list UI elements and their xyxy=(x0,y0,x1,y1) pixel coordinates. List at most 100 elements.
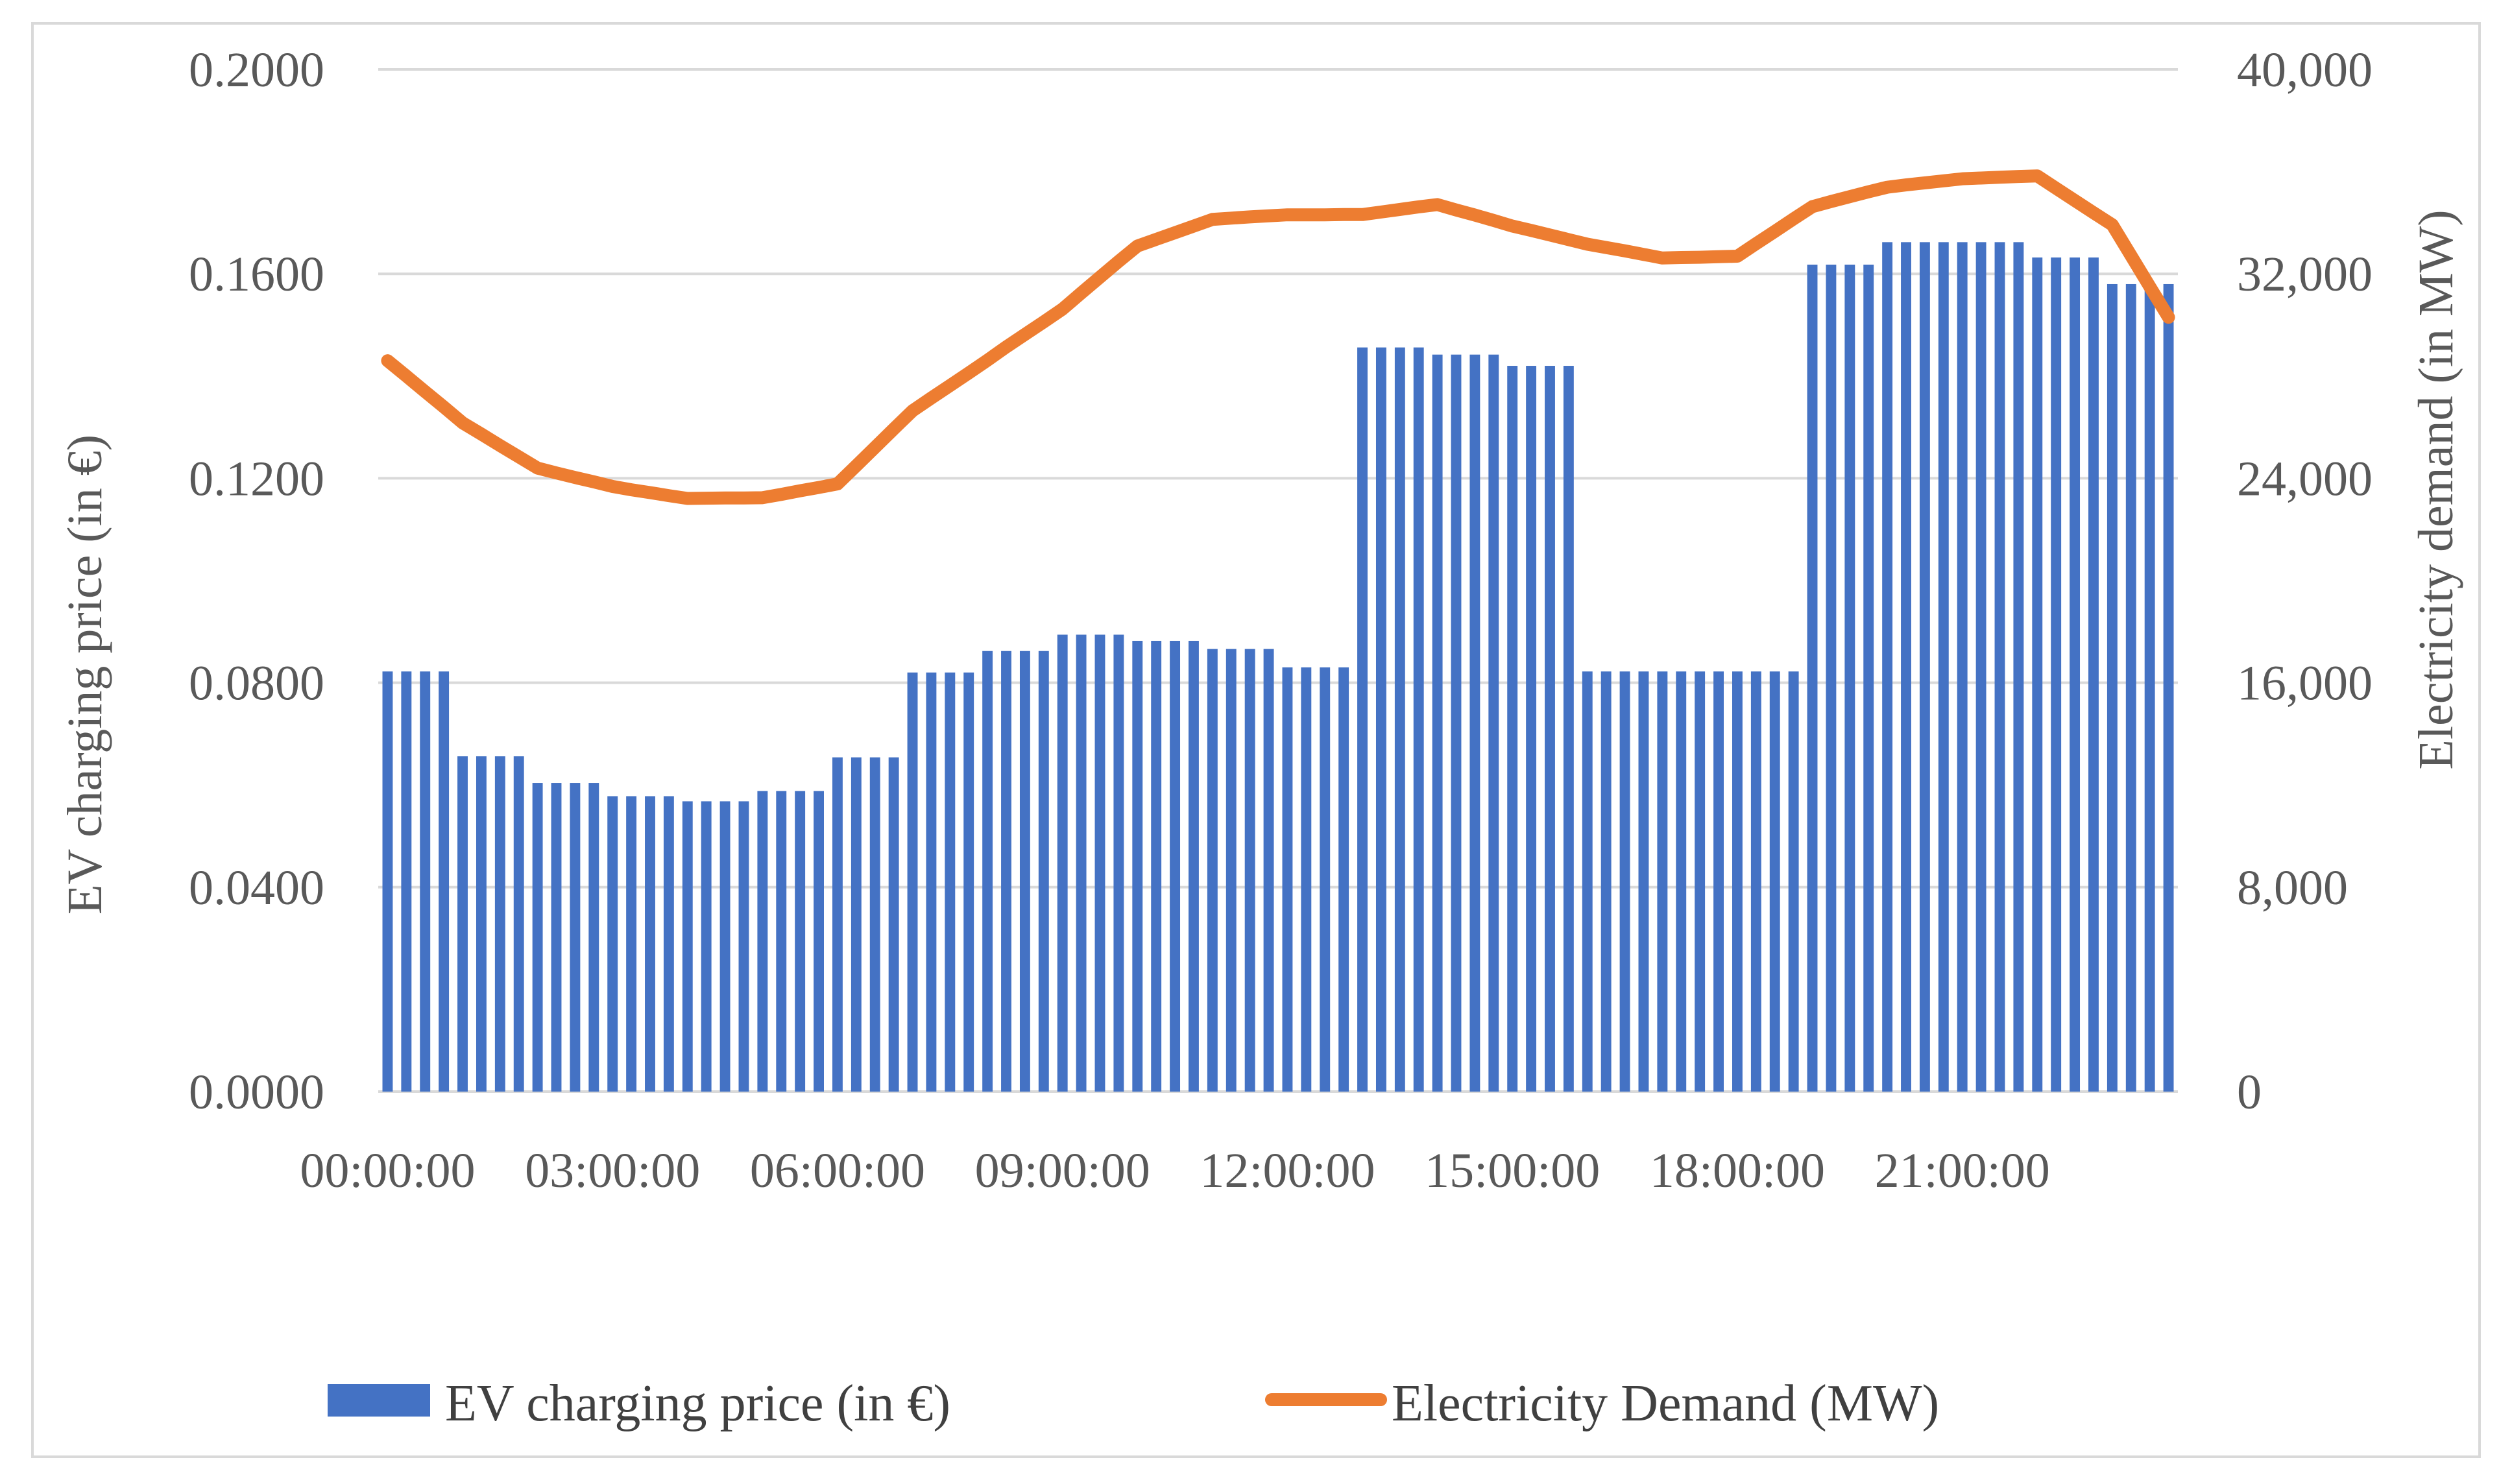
price-bar xyxy=(776,791,787,1092)
price-bar xyxy=(1451,354,1462,1092)
x-tick-label: 03:00:00 xyxy=(525,1143,700,1198)
price-bar xyxy=(494,756,505,1092)
price-bar xyxy=(1301,667,1312,1092)
price-bar xyxy=(588,783,599,1092)
price-bar xyxy=(963,672,974,1092)
price-bar xyxy=(2144,283,2155,1092)
demand-line-group xyxy=(381,169,2175,505)
price-bar xyxy=(401,671,412,1092)
right-tick-label: 8,000 xyxy=(2237,861,2348,915)
price-bar xyxy=(1600,671,1612,1092)
legend-price-label: EV charging price (in €) xyxy=(445,1375,950,1432)
price-bar xyxy=(532,783,543,1092)
legend: EV charging price (in €) Electricity Dem… xyxy=(328,1375,1939,1432)
price-bar xyxy=(1113,634,1124,1092)
right-tick-label: 40,000 xyxy=(2237,43,2373,97)
x-tick-label: 18:00:00 xyxy=(1650,1143,1825,1198)
price-bar xyxy=(607,796,618,1092)
price-bar xyxy=(682,801,693,1092)
price-bar xyxy=(888,757,899,1092)
left-tick-label: 0.0400 xyxy=(189,861,324,915)
price-bar xyxy=(1975,242,1987,1092)
price-bar xyxy=(1170,640,1181,1092)
price-bar xyxy=(551,783,562,1092)
left-tick-label: 0.0000 xyxy=(189,1065,324,1119)
price-bar xyxy=(907,672,918,1092)
price-bar xyxy=(1750,671,1761,1092)
price-bar xyxy=(2163,283,2174,1092)
price-bar xyxy=(1882,242,1893,1092)
price-bar xyxy=(2032,257,2043,1092)
price-bar xyxy=(1207,649,1218,1092)
price-bar xyxy=(1957,242,1968,1092)
price-bar xyxy=(1938,242,1949,1092)
left-axis-ticks: 0.0000 0.0400 0.0800 0.1200 0.1600 0.2000 xyxy=(189,43,324,1119)
price-bar xyxy=(1244,649,1255,1092)
price-bar xyxy=(1432,354,1443,1092)
left-tick-label: 0.2000 xyxy=(189,43,324,97)
price-bars xyxy=(382,242,2174,1092)
price-bar xyxy=(1994,242,2005,1092)
price-bar xyxy=(926,672,937,1092)
price-bar xyxy=(420,671,431,1092)
price-bar xyxy=(1563,366,1574,1092)
price-bar xyxy=(832,757,843,1092)
price-bar xyxy=(1320,667,1331,1092)
demand-line xyxy=(381,169,2175,505)
left-tick-label: 0.1600 xyxy=(189,247,324,302)
price-bar xyxy=(1769,671,1780,1092)
left-tick-label: 0.1200 xyxy=(189,451,324,506)
price-bar xyxy=(645,796,655,1092)
price-bar xyxy=(1676,671,1687,1092)
price-bar xyxy=(2051,257,2062,1092)
legend-demand-label: Electricity Demand (MW) xyxy=(1392,1375,1939,1432)
price-bar xyxy=(1844,265,1855,1092)
price-bar xyxy=(1638,671,1649,1092)
price-bar xyxy=(1582,671,1593,1092)
price-bar xyxy=(2013,242,2024,1092)
price-bar xyxy=(982,651,993,1092)
x-tick-label: 21:00:00 xyxy=(1875,1143,2050,1198)
price-bar xyxy=(439,671,450,1092)
price-bar xyxy=(2107,283,2118,1092)
price-bar xyxy=(1019,651,1030,1092)
price-bar xyxy=(663,796,674,1092)
price-bar xyxy=(1375,347,1386,1092)
price-bar xyxy=(945,672,956,1092)
price-bar xyxy=(1076,634,1087,1092)
price-bar xyxy=(1863,265,1874,1092)
price-bar xyxy=(476,756,487,1092)
price-bar xyxy=(513,756,524,1092)
price-bar xyxy=(1413,347,1424,1092)
right-tick-label: 16,000 xyxy=(2237,656,2373,711)
price-bar xyxy=(1132,640,1143,1092)
price-bar xyxy=(795,791,806,1092)
price-bar xyxy=(1807,265,1818,1092)
price-bar xyxy=(1657,671,1668,1092)
x-tick-label: 00:00:00 xyxy=(300,1143,475,1198)
price-bar xyxy=(626,796,637,1092)
price-bar xyxy=(851,757,862,1092)
price-bar xyxy=(1695,671,1706,1092)
legend-bar-swatch xyxy=(328,1384,430,1417)
price-bar xyxy=(1488,354,1499,1092)
price-bar xyxy=(1394,347,1405,1092)
price-bar xyxy=(701,801,712,1092)
price-bar xyxy=(382,671,393,1092)
left-axis-title: EV charging price (in €) xyxy=(58,435,112,915)
price-bar xyxy=(1507,366,1518,1092)
price-bar xyxy=(1788,671,1799,1092)
price-bar xyxy=(1545,366,1555,1092)
price-bar xyxy=(1001,651,1011,1092)
x-tick-label: 06:00:00 xyxy=(750,1143,925,1198)
x-axis-ticks: 00:00:00 03:00:00 06:00:00 09:00:00 12:00:00… xyxy=(300,1143,2049,1198)
price-bar xyxy=(1151,640,1162,1092)
price-bar xyxy=(1263,649,1274,1092)
price-bar xyxy=(1094,634,1105,1092)
price-bar xyxy=(757,791,768,1092)
left-tick-label: 0.0800 xyxy=(189,656,324,711)
price-bar xyxy=(719,801,731,1092)
price-bar xyxy=(1919,242,1930,1092)
price-bar xyxy=(2070,257,2081,1092)
